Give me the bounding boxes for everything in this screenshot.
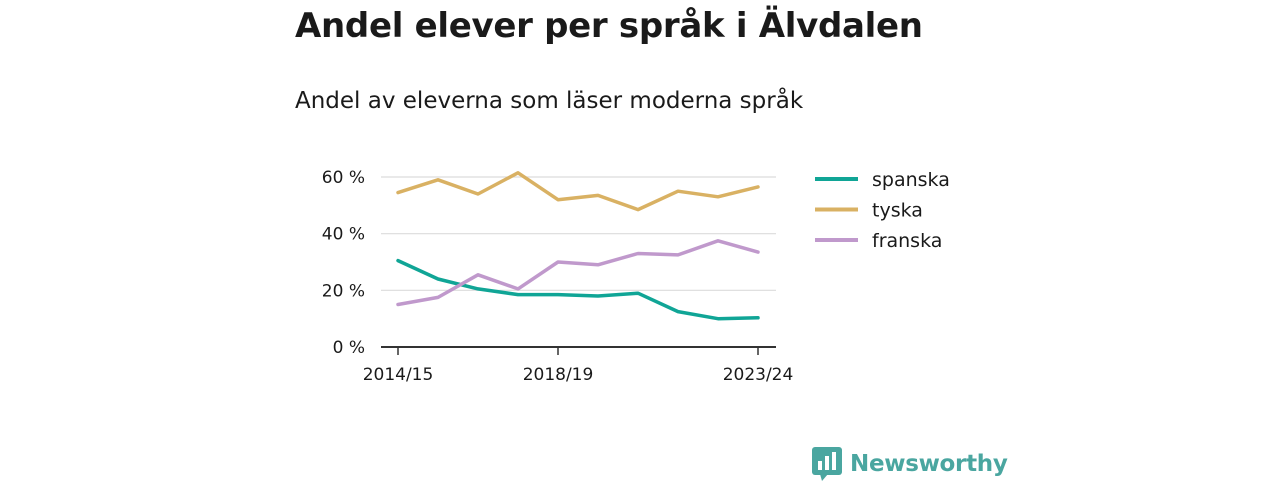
y-tick-label: 40 % <box>322 225 365 245</box>
x-tick-label: 2018/19 <box>523 365 594 385</box>
legend-label: tyska <box>872 200 923 222</box>
x-tick-label: 2023/24 <box>723 365 794 385</box>
chart-title: Andel elever per språk i Älvdalen <box>295 6 923 46</box>
y-tick-label: 20 % <box>322 281 365 301</box>
y-tick-label: 60 % <box>322 168 365 188</box>
legend-label: franska <box>872 230 942 252</box>
x-tick-label: 2014/15 <box>363 365 434 385</box>
series-line-tyska <box>396 171 760 212</box>
series-line-spanska <box>396 258 760 321</box>
newsworthy-logo-icon <box>812 447 842 481</box>
y-axis-ticks: 0 % 20 % 40 % 60 % <box>322 168 365 358</box>
grid-lines <box>381 176 776 291</box>
legend: spanska tyska franska <box>815 169 950 252</box>
legend-label: spanska <box>872 169 950 191</box>
series-line-franska <box>396 239 760 307</box>
series-lines <box>396 171 760 321</box>
brand: Newsworthy <box>812 446 1008 482</box>
x-axis-ticks: 2014/15 2018/19 2023/24 <box>363 347 794 385</box>
brand-name: Newsworthy <box>850 451 1008 477</box>
chart-subtitle: Andel av eleverna som läser moderna språ… <box>295 88 804 114</box>
y-tick-label: 0 % <box>333 338 365 358</box>
